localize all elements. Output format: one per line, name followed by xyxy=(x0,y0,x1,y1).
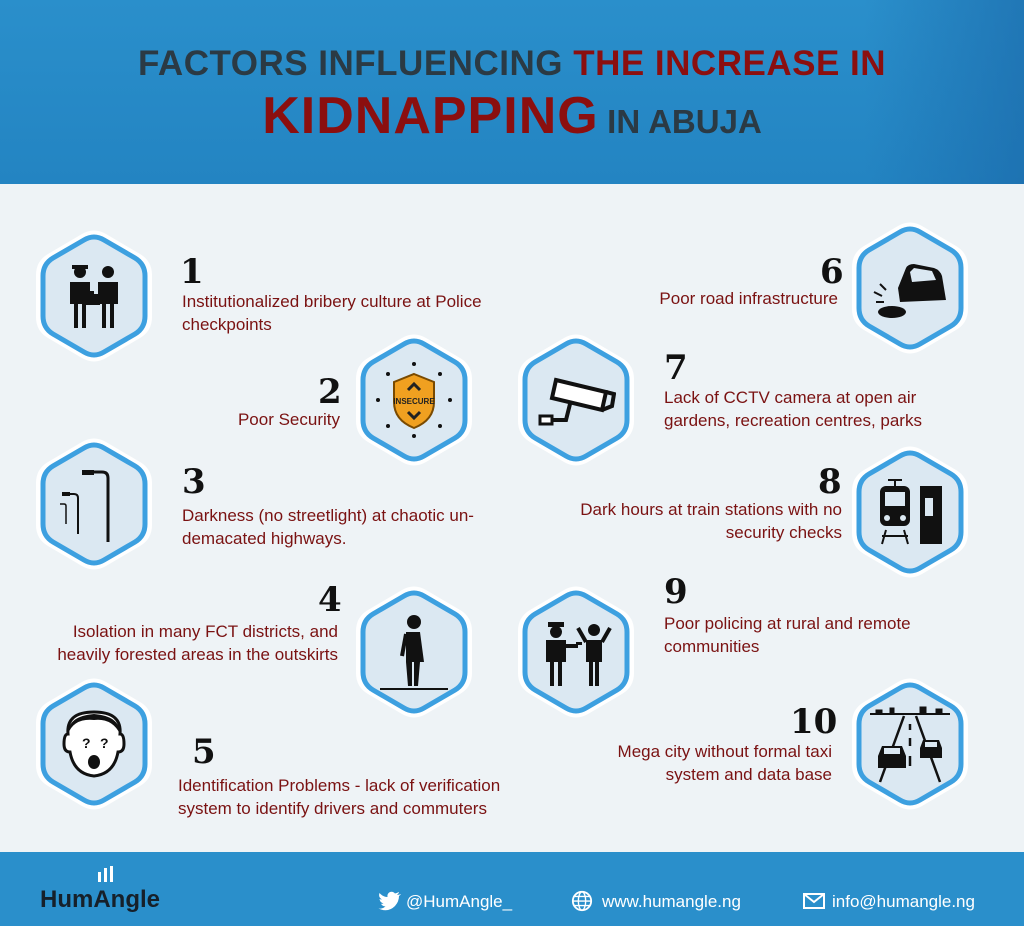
police-gun-icon xyxy=(546,622,612,686)
factor-5-hexagon: ? ? xyxy=(32,676,156,812)
factor-1-text: Institutionalized bribery culture at Pol… xyxy=(182,292,482,334)
title-red: THE INCREASE IN xyxy=(573,44,887,83)
bribery-icon xyxy=(70,265,118,328)
factor-4-text: Isolation in many FCT districts, and hea… xyxy=(57,622,338,664)
car-pothole-icon xyxy=(873,264,946,318)
factor-4-hexagon xyxy=(352,584,476,720)
factor-2-number: 2 xyxy=(318,372,342,412)
insecure-shield-icon: INSECURE xyxy=(376,362,452,438)
isolated-person-icon xyxy=(380,615,448,690)
train-station-icon xyxy=(880,479,942,545)
factor-10-number: 10 xyxy=(790,702,838,742)
factor-10-hexagon xyxy=(848,676,972,812)
footer-bar xyxy=(0,852,1024,926)
factor-3-text: Darkness (no streetlight) at chaotic un-… xyxy=(182,506,474,548)
factor-4-number: 4 xyxy=(318,580,342,620)
title-big: KIDNAPPING xyxy=(262,87,599,145)
confused-face-icon: ? ? xyxy=(62,710,126,778)
factor-9-number: 9 xyxy=(664,572,688,612)
title-line-1: FACTORS INFLUENCING THE INCREASE IN xyxy=(0,44,1024,84)
factor-9-text: Poor policing at rural and remote commun… xyxy=(664,614,911,656)
website-link[interactable]: www.humangle.ng xyxy=(602,892,741,911)
svg-text:?: ? xyxy=(82,735,91,751)
factor-6-hexagon xyxy=(848,220,972,356)
insecure-label: INSECURE xyxy=(393,397,435,406)
factor-1-hexagon xyxy=(32,228,156,364)
factor-7-hexagon xyxy=(514,332,638,468)
factor-8-hexagon xyxy=(848,444,972,580)
factor-5-text: Identification Problems - lack of verifi… xyxy=(178,776,501,818)
factor-1-number: 1 xyxy=(180,252,204,292)
globe-icon xyxy=(571,890,593,912)
title-small: IN ABUJA xyxy=(607,103,762,140)
factor-8-number: 8 xyxy=(818,462,842,502)
factor-7-text: Lack of CCTV camera at open air gardens,… xyxy=(664,388,922,430)
email-link[interactable]: info@humangle.ng xyxy=(832,892,975,911)
header-shade xyxy=(864,0,1024,184)
signal-bars-icon xyxy=(98,866,113,882)
factor-5-number: 5 xyxy=(192,732,216,772)
factor-6-text: Poor road infrastructure xyxy=(659,289,838,308)
brand-name: HumAngle xyxy=(40,886,160,913)
factor-3-number: 3 xyxy=(182,462,206,502)
twitter-icon xyxy=(378,891,401,911)
twitter-handle-link[interactable]: @HumAngle_ xyxy=(406,892,513,911)
factor-2-text: Poor Security xyxy=(237,410,340,429)
factor-9-hexagon xyxy=(514,584,638,720)
factor-6-number: 6 xyxy=(820,252,844,292)
factor-7-number: 7 xyxy=(664,348,688,388)
email-icon xyxy=(803,893,825,909)
city-road-cars-icon xyxy=(870,706,950,783)
cctv-camera-icon xyxy=(538,377,616,426)
streetlight-icon xyxy=(60,470,110,542)
factor-3-hexagon xyxy=(32,436,156,572)
factor-10-text: Mega city without formal taxi system and… xyxy=(617,742,832,784)
title-dark: FACTORS INFLUENCING xyxy=(137,44,563,83)
factor-8-text: Dark hours at train stations with no sec… xyxy=(580,500,842,542)
title-line-2: KIDNAPPING IN ABUJA xyxy=(0,86,1024,146)
svg-text:?: ? xyxy=(100,735,109,751)
factor-2-hexagon: INSECURE xyxy=(352,332,476,468)
header-banner xyxy=(0,0,1024,184)
